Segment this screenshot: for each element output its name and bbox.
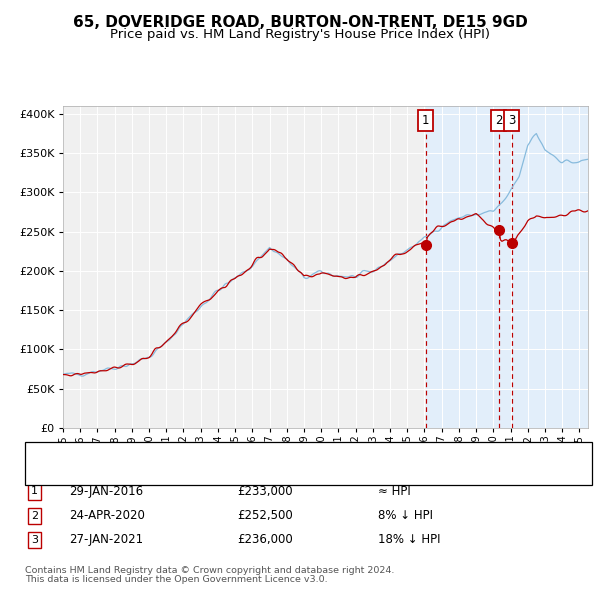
Text: —: — (36, 444, 54, 463)
Text: 2: 2 (31, 511, 38, 520)
Text: 1: 1 (31, 487, 38, 496)
Bar (426, 106, 588, 428)
Text: 3: 3 (508, 114, 515, 127)
Text: 65, DOVERIDGE ROAD, BURTON-ON-TRENT, DE15 9GD: 65, DOVERIDGE ROAD, BURTON-ON-TRENT, DE1… (73, 15, 527, 30)
Text: 65, DOVERIDGE ROAD, BURTON-ON-TRENT, DE15 9GD (detached house): 65, DOVERIDGE ROAD, BURTON-ON-TRENT, DE1… (63, 448, 460, 458)
Text: 29-JAN-2016: 29-JAN-2016 (69, 485, 143, 498)
Text: Price paid vs. HM Land Registry's House Price Index (HPI): Price paid vs. HM Land Registry's House … (110, 28, 490, 41)
Text: 27-JAN-2021: 27-JAN-2021 (69, 533, 143, 546)
Text: This data is licensed under the Open Government Licence v3.0.: This data is licensed under the Open Gov… (25, 575, 328, 584)
Text: 3: 3 (31, 535, 38, 545)
Text: £252,500: £252,500 (237, 509, 293, 522)
Text: 24-APR-2020: 24-APR-2020 (69, 509, 145, 522)
Text: 1: 1 (422, 114, 430, 127)
Text: —: — (36, 464, 54, 483)
Text: 8% ↓ HPI: 8% ↓ HPI (378, 509, 433, 522)
Text: £233,000: £233,000 (237, 485, 293, 498)
Text: 18% ↓ HPI: 18% ↓ HPI (378, 533, 440, 546)
Text: £236,000: £236,000 (237, 533, 293, 546)
Text: 2: 2 (495, 114, 502, 127)
Text: HPI: Average price, detached house, East Staffordshire: HPI: Average price, detached house, East… (63, 468, 362, 478)
Text: Contains HM Land Registry data © Crown copyright and database right 2024.: Contains HM Land Registry data © Crown c… (25, 566, 395, 575)
Text: ≈ HPI: ≈ HPI (378, 485, 411, 498)
